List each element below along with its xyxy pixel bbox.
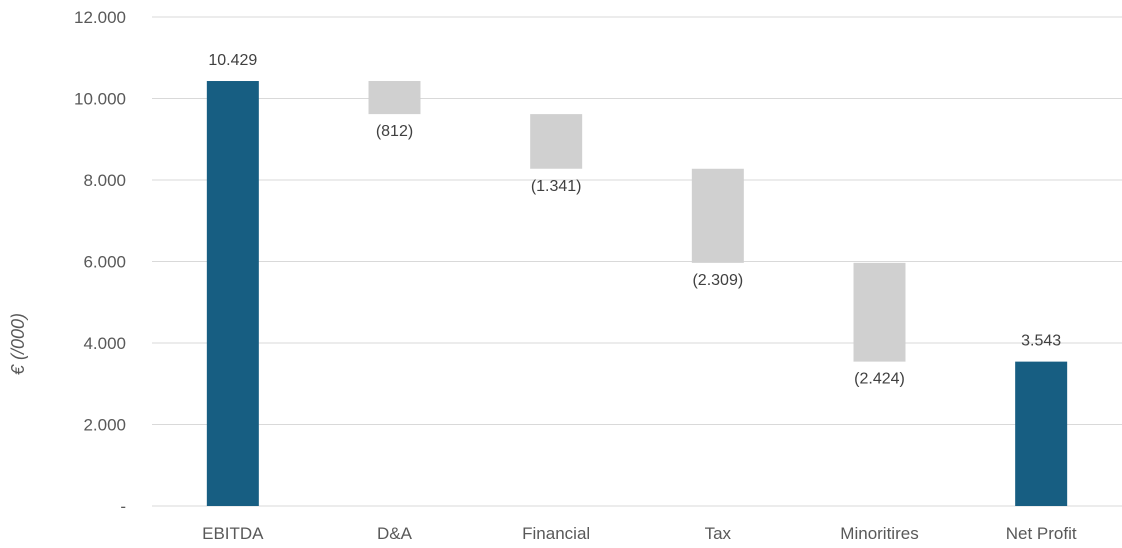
category-label: Tax (705, 524, 732, 543)
category-labels: EBITDA D&A Financial Tax Minoritires Net Prof… (202, 524, 1077, 543)
category-label: EBITDA (202, 524, 264, 543)
data-label: (1.341) (531, 178, 582, 195)
gridlines (152, 16, 1122, 507)
data-label: (2.424) (854, 371, 905, 388)
data-labels: 10.429 (812) (1.341) (2.309) (2.424) 3.543 (208, 52, 1061, 388)
category-label: Minoritires (840, 524, 918, 543)
category-label: Financial (522, 524, 590, 543)
category-label: D&A (377, 524, 413, 543)
y-tick-label: 4.000 (83, 334, 126, 353)
y-tick-label: - (120, 497, 126, 516)
category-label: Net Profit (1006, 524, 1077, 543)
y-axis-ticks: - 2.000 4.000 6.000 8.000 10.000 12.000 (74, 8, 126, 516)
y-tick-label: 12.000 (74, 8, 126, 27)
bar-minoritires (853, 262, 906, 362)
bar-ebitda (206, 81, 259, 506)
data-label: 10.429 (208, 52, 257, 69)
data-label: (812) (376, 123, 413, 140)
bar-net-profit (1015, 361, 1068, 506)
data-label: 3.543 (1021, 333, 1061, 350)
bar-tax (691, 168, 744, 263)
y-tick-label: 2.000 (83, 416, 126, 435)
y-tick-label: 8.000 (83, 171, 126, 190)
data-label: (2.309) (692, 272, 743, 289)
y-tick-label: 10.000 (74, 90, 126, 109)
y-tick-label: 6.000 (83, 253, 126, 272)
y-axis-title: € (/000) (8, 313, 28, 375)
bars (206, 81, 1068, 506)
bar-financial (530, 114, 583, 169)
bar-d-a (368, 81, 421, 115)
